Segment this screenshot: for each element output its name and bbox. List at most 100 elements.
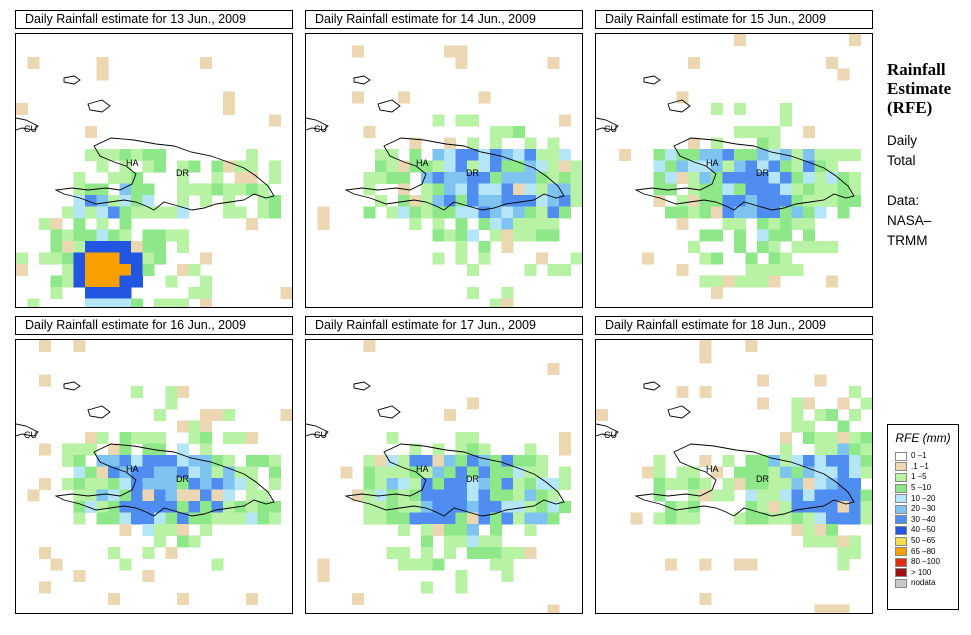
rainfall-cell: [131, 172, 143, 184]
rainfall-cell: [768, 137, 781, 150]
rainfall-cell: [131, 432, 143, 444]
rainfall-cell: [513, 489, 525, 502]
rainfall-cell: [165, 206, 178, 219]
rainfall-cell: [501, 218, 514, 230]
rainfall-cell: [455, 252, 468, 265]
rainfall-cell: [559, 501, 571, 513]
panel-title: Daily Rainfall estimate for 17 Jun., 200…: [305, 316, 583, 335]
period-line: Daily: [887, 133, 918, 148]
rainfall-cell: [177, 466, 189, 479]
rainfall-cell: [803, 535, 815, 548]
rainfall-cell: [455, 524, 468, 536]
rainfall-cell: [860, 443, 872, 456]
panel-title: Daily Rainfall estimate for 14 Jun., 200…: [305, 10, 583, 29]
rainfall-cell: [269, 114, 281, 127]
rainfall-cell: [780, 218, 792, 230]
rainfall-cell: [791, 264, 804, 276]
legend-item: 50 –65: [895, 536, 958, 547]
country-label-dr: DR: [176, 168, 189, 178]
rainfall-cell: [234, 172, 247, 184]
rainfall-cell: [165, 386, 178, 398]
rainfall-cell: [119, 206, 132, 219]
rainfall-cell: [154, 466, 166, 479]
product-title-line: Rainfall: [887, 60, 946, 79]
rainfall-cell: [62, 478, 74, 490]
rainfall-cell: [547, 218, 560, 230]
rainfall-cell: [699, 558, 712, 571]
rainfall-cell: [119, 443, 132, 456]
legend-item: 65 –80: [895, 546, 958, 557]
rainfall-cell: [711, 229, 723, 242]
rainfall-cell: [363, 206, 376, 219]
country-label-haiti: HA: [126, 464, 139, 474]
rainfall-cell: [119, 160, 132, 173]
rainfall-cell: [745, 126, 758, 138]
rainfall-cell: [455, 443, 468, 456]
rainfall-cell: [803, 206, 815, 219]
rainfall-cell: [85, 275, 97, 288]
rainfall-cell: [154, 489, 166, 502]
source-line: Data:: [887, 193, 920, 208]
rainfall-cell: [96, 68, 109, 81]
rainfall-cell: [211, 409, 224, 421]
rainfall-cell: [444, 478, 456, 490]
rainfall-cell: [768, 183, 781, 196]
rainfall-cell: [154, 229, 166, 242]
rainfall-cell: [96, 183, 109, 196]
rainfall-cell: [409, 512, 422, 525]
rainfall-cell: [352, 489, 364, 502]
coastline: [353, 75, 371, 85]
rainfall-cell: [490, 466, 502, 479]
rainfall-cell: [501, 478, 514, 490]
rainfall-cell: [734, 103, 746, 115]
rainfall-cell: [745, 455, 758, 467]
rainfall-cell: [699, 229, 712, 242]
rainfall-cell: [837, 478, 850, 490]
rainfall-cell: [223, 103, 235, 115]
rainfall-cell: [814, 172, 827, 184]
rainfall-cell: [860, 466, 872, 479]
rainfall-cell: [559, 206, 571, 219]
rainfall-cell: [467, 512, 479, 525]
rainfall-cell: [826, 160, 838, 173]
rainfall-cell: [234, 183, 247, 196]
rainfall-cell: [722, 149, 735, 161]
rainfall-cell: [257, 206, 270, 219]
rainfall-cell: [803, 455, 815, 467]
rainfall-cell: [467, 149, 479, 161]
rainfall-cell: [665, 558, 677, 571]
rainfall-cell: [559, 466, 571, 479]
rainfall-cell: [513, 206, 525, 219]
legend-swatch: [895, 462, 907, 472]
rainfall-cell: [849, 455, 861, 467]
rainfall-cell: [791, 183, 804, 196]
coastline: [63, 381, 81, 391]
rainfall-cell: [50, 287, 63, 299]
country-label-dr: DR: [466, 168, 479, 178]
rainfall-cell: [223, 455, 235, 467]
legend-label: 0 –1: [911, 451, 927, 461]
rainfall-cell: [688, 137, 700, 150]
rainfall-cell: [246, 149, 258, 161]
legend-label: 80 –100: [911, 557, 940, 567]
rainfall-cell: [734, 558, 746, 571]
legend-item: 20 –30: [895, 504, 958, 515]
rainfall-cell: [524, 443, 537, 456]
country-label-cuba: CU: [24, 124, 37, 134]
rainfall-cell: [676, 206, 689, 219]
rainfall-cell: [96, 501, 109, 513]
rainfall-cell: [745, 512, 758, 525]
rainfall-cell: [142, 489, 155, 502]
rainfall-cell: [386, 478, 399, 490]
rainfall-cell: [478, 252, 491, 265]
rainfall-cell: [513, 195, 525, 207]
rainfall-cell: [280, 287, 292, 299]
product-title-line: (RFE): [887, 98, 933, 117]
rainfall-cell: [467, 160, 479, 173]
rainfall-cell: [653, 149, 666, 161]
rainfall-cell: [73, 570, 86, 582]
rainfall-cell: [501, 287, 514, 299]
rainfall-cell: [780, 172, 792, 184]
rainfall-cell: [559, 114, 571, 127]
coastline: [634, 137, 855, 211]
